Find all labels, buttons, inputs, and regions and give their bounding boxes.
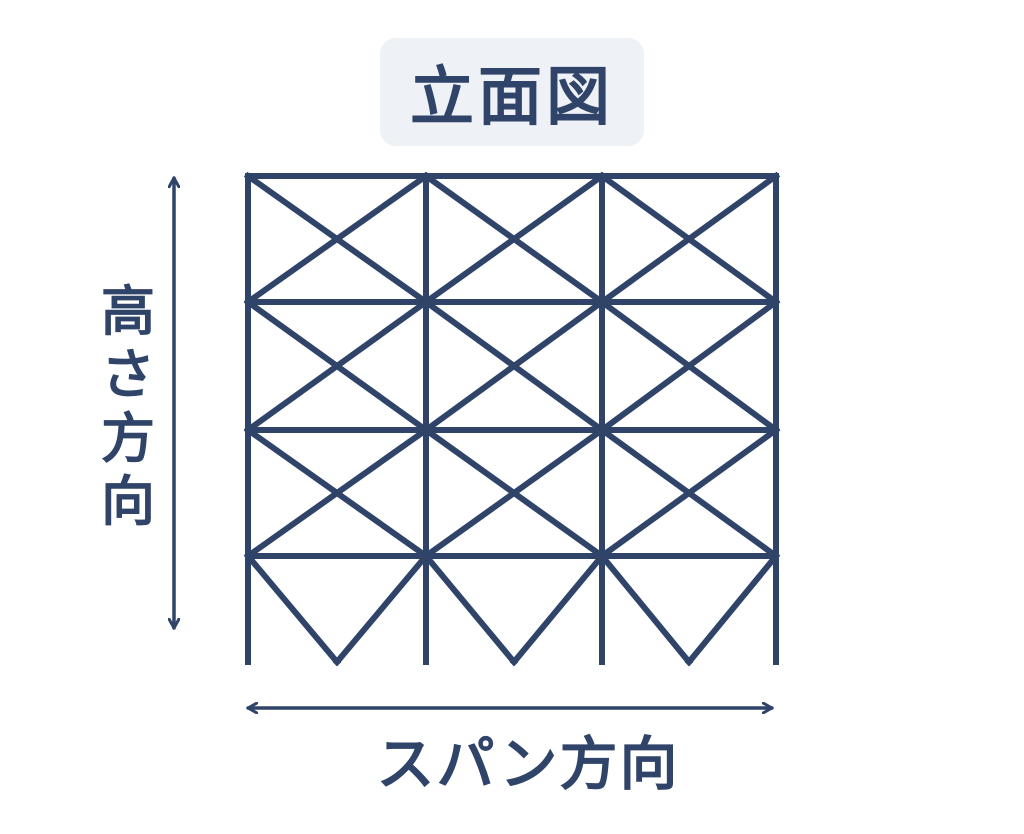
height-label-char: 高 bbox=[101, 280, 155, 343]
truss-diagonal bbox=[421, 551, 519, 667]
height-direction-label: 高 さ 方 向 bbox=[92, 282, 164, 532]
truss-diagonal bbox=[332, 551, 431, 667]
truss-diagonal bbox=[597, 171, 781, 307]
truss-diagonal bbox=[597, 425, 781, 561]
height-label-char: さ bbox=[101, 343, 155, 407]
truss-frame bbox=[243, 171, 781, 667]
diagram-title: 立面図 bbox=[410, 61, 614, 135]
title-box: 立面図 bbox=[380, 38, 644, 146]
truss-diagonal bbox=[597, 551, 694, 667]
truss-diagonal bbox=[421, 297, 607, 435]
height-label-char: 方 bbox=[101, 406, 155, 470]
span-direction-label: スパン方向 bbox=[376, 730, 680, 798]
height-label-char: 向 bbox=[101, 469, 155, 533]
truss-diagonal bbox=[684, 551, 781, 667]
truss-diagonal bbox=[243, 425, 431, 561]
truss-diagonal bbox=[243, 551, 342, 667]
truss-diagonal bbox=[421, 425, 607, 561]
truss-diagonal bbox=[597, 297, 781, 435]
truss-diagonal bbox=[509, 551, 607, 667]
truss-diagonal bbox=[421, 171, 607, 307]
truss-diagonal bbox=[243, 171, 431, 307]
truss-diagonal bbox=[243, 297, 431, 435]
